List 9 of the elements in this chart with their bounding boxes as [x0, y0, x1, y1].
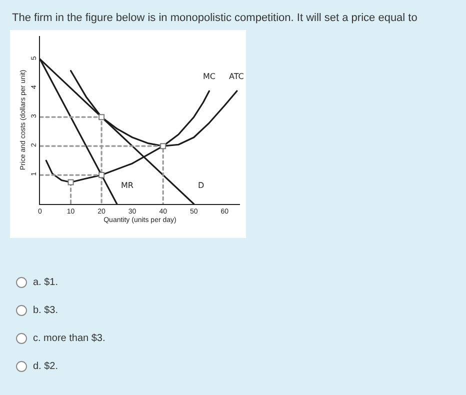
series-label: MC [203, 72, 216, 81]
text: a. $1. [33, 276, 58, 288]
text: b. $3. [33, 304, 58, 316]
series-label: ATC [229, 72, 244, 81]
text: d. $2. [33, 360, 58, 372]
series-label: D [198, 181, 204, 190]
text: c. more than $3. [33, 332, 106, 344]
chart-title: The firm in the figure below is in monopolistic competition. It will set a price equal to [12, 12, 418, 24]
series-label: MR [121, 181, 134, 190]
